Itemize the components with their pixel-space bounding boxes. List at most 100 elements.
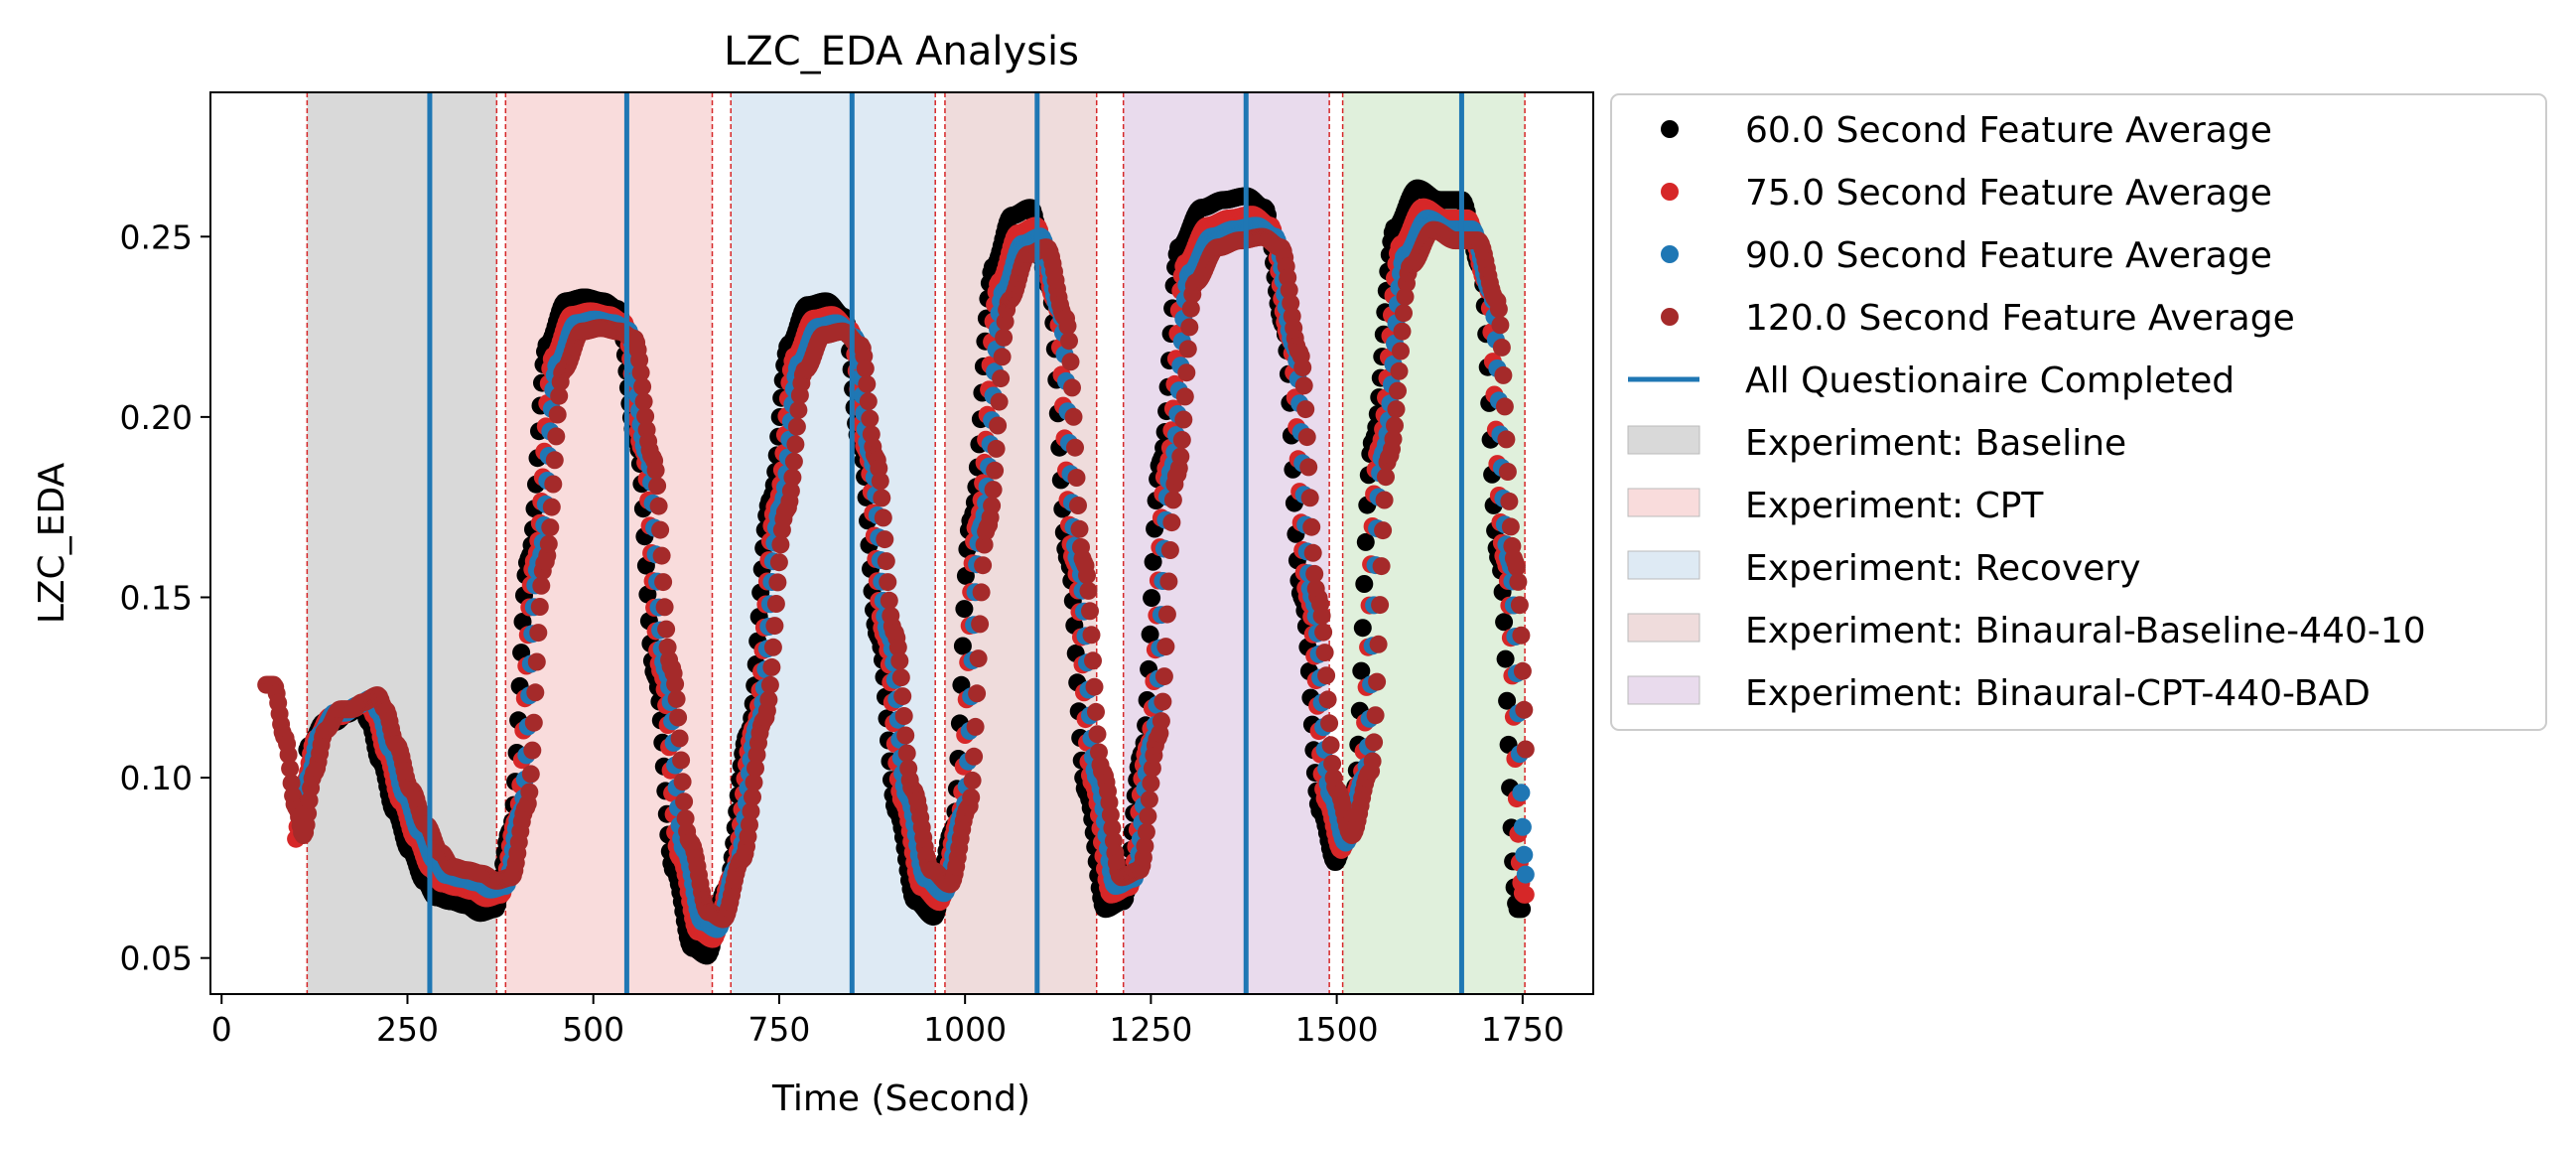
- y-tick-label: 0.05: [120, 939, 193, 978]
- legend-label: Experiment: CPT: [1745, 486, 2044, 526]
- series-3-point: [861, 409, 880, 428]
- series-3-point: [1303, 543, 1322, 562]
- series-3-point: [520, 783, 539, 801]
- series-3-point: [523, 741, 542, 760]
- legend-label: Experiment: Baseline: [1745, 423, 2126, 464]
- series-3-point: [893, 687, 912, 706]
- series-3-point: [529, 624, 548, 643]
- series-3-point: [769, 553, 788, 572]
- y-tick-label: 0.20: [120, 398, 193, 437]
- legend-marker: [1661, 308, 1679, 326]
- legend-patch: [1627, 488, 1700, 517]
- series-3-point: [874, 508, 892, 527]
- series-0-point: [1353, 619, 1372, 638]
- series-3-point: [1507, 558, 1526, 577]
- series-3-point: [1136, 837, 1154, 855]
- series-3-point: [652, 546, 671, 565]
- series-3-point: [299, 804, 318, 823]
- series-3-point: [1177, 363, 1196, 382]
- series-3-point: [1500, 492, 1519, 510]
- series-3-point: [1162, 513, 1181, 532]
- series-3-point: [1371, 596, 1390, 615]
- series-3-point: [651, 520, 670, 539]
- series-3-point: [539, 534, 558, 553]
- series-0-point: [1513, 900, 1532, 919]
- series-3-point: [986, 461, 1005, 480]
- series-3-point: [1315, 644, 1334, 662]
- series-3-point: [1513, 661, 1532, 680]
- series-3-point: [541, 518, 560, 537]
- legend-label: Experiment: Recovery: [1745, 548, 2141, 589]
- series-3-point: [1377, 468, 1395, 487]
- series-3-point: [1374, 521, 1393, 540]
- series-3-point: [1510, 596, 1529, 615]
- series-3-point: [975, 535, 994, 554]
- series-3-point: [654, 573, 673, 592]
- series-3-point: [856, 359, 875, 378]
- series-0-point: [1495, 613, 1514, 632]
- series-3-point: [1392, 342, 1410, 360]
- series-3-point: [673, 773, 692, 791]
- series-3-point: [1085, 677, 1104, 696]
- series-3-point: [983, 497, 1002, 515]
- series-3-point: [1384, 430, 1403, 449]
- plot-frame: [209, 91, 1594, 995]
- series-3-point: [1140, 791, 1158, 809]
- series-3-point: [1375, 491, 1394, 509]
- series-3-point: [746, 759, 764, 778]
- series-3-point: [281, 759, 300, 778]
- series-3-point: [1142, 774, 1160, 792]
- series-0-point: [1144, 552, 1162, 571]
- series-3-point: [530, 598, 549, 616]
- series-3-point: [1178, 340, 1197, 359]
- series-3-point: [745, 773, 763, 791]
- chart-title: LZC_EDA Analysis: [724, 29, 1079, 74]
- series-3-point: [648, 477, 667, 496]
- series-3-point: [1363, 752, 1382, 771]
- series-3-point: [1369, 635, 1388, 653]
- x-tick-label: 1750: [1481, 1010, 1564, 1049]
- series-3-point: [1078, 566, 1096, 585]
- legend-patch: [1627, 550, 1700, 580]
- series-3-point: [521, 765, 540, 784]
- series-3-point: [646, 461, 665, 480]
- series-3-point: [631, 363, 650, 382]
- series-0-point: [1355, 575, 1374, 593]
- series-3: [257, 220, 1535, 929]
- series-3-point: [1320, 714, 1339, 733]
- series-3-point: [965, 747, 984, 766]
- series-3-point: [655, 598, 674, 617]
- legend-patch: [1627, 425, 1700, 455]
- series-3-point: [1492, 338, 1511, 357]
- series-3-point: [1152, 712, 1170, 731]
- series-3-point: [524, 713, 543, 732]
- series-3-point: [1395, 304, 1413, 323]
- series-3-point: [1175, 387, 1194, 406]
- series-3-point: [1160, 541, 1179, 559]
- series-3-point: [1060, 332, 1078, 351]
- series-0-point: [1496, 649, 1515, 668]
- series-3-point: [1372, 557, 1391, 576]
- series-3-point: [1156, 638, 1175, 656]
- x-tick-label: 1500: [1295, 1010, 1379, 1049]
- series-3-point: [1321, 736, 1340, 755]
- series-3-point: [1172, 431, 1191, 449]
- series-3-point: [1067, 469, 1086, 487]
- series-3-point: [1103, 818, 1122, 837]
- series-3-point: [1174, 410, 1193, 429]
- series-3-point: [1318, 690, 1337, 709]
- series-3-point: [786, 435, 805, 454]
- legend-frame: [1610, 93, 2547, 731]
- series-3-point: [759, 690, 778, 709]
- series-3-point: [1501, 517, 1520, 536]
- series-3-point: [666, 674, 685, 693]
- series-2-point: [1513, 817, 1532, 836]
- series-3-point: [1181, 299, 1200, 318]
- series-3-point: [873, 489, 891, 507]
- region-0: [307, 92, 497, 994]
- series-3-point: [993, 348, 1012, 366]
- series-3-point: [1171, 447, 1190, 466]
- series-3-point: [1137, 822, 1155, 841]
- series-3-point: [1515, 700, 1534, 719]
- series-3-point: [1368, 672, 1387, 691]
